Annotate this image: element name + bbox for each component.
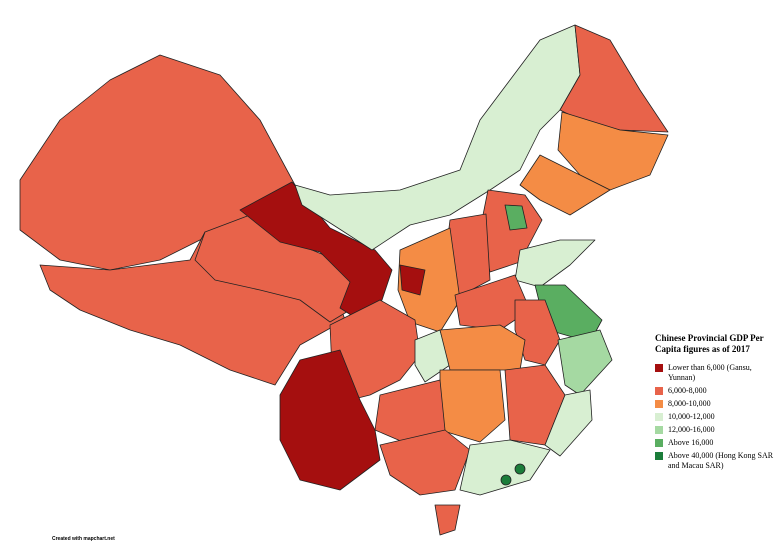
jilin [557,111,669,191]
legend-item: 8,000-10,000 [655,399,775,409]
macau [500,474,512,486]
yunnan [279,349,381,491]
hong-kong [514,463,526,475]
legend: Chinese Provincial GDP Per Capita figure… [655,333,775,474]
legend-swatch [655,399,663,408]
legend-swatch [655,386,663,395]
legend-item: 6,000-8,000 [655,386,775,396]
legend-item: Above 40,000 (Hong Kong SAR and Macau SA… [655,451,775,471]
legend-item: 10,000-12,000 [655,412,775,422]
legend-title: Chinese Provincial GDP Per Capita figure… [655,333,764,354]
hainan [434,504,461,536]
legend-item: Above 16,000 [655,438,775,448]
legend-label: Above 40,000 (Hong Kong SAR and Macau SA… [668,450,774,470]
legend-label: Above 16,000 [668,437,714,447]
zhejiang [557,329,613,396]
chongqing [414,329,451,383]
beijing [504,204,528,231]
guangdong [459,439,551,496]
legend-label: 12,000-16,000 [668,424,715,434]
legend-swatch [655,425,663,434]
legend-item: 12,000-16,000 [655,425,775,435]
guangxi [379,429,471,496]
credit: Created with mapchart.net [52,536,115,542]
hunan [439,369,506,443]
legend-items: Lower than 6,000 (Gansu, Yunnan) 6,000-8,… [655,363,775,471]
liaoning [519,154,611,216]
legend-label: Lower than 6,000 (Gansu, Yunnan) [668,362,752,382]
legend-label: 10,000-12,000 [668,411,715,421]
legend-swatch [655,412,663,421]
ningxia [399,264,426,296]
legend-swatch [655,438,663,447]
legend-item: Lower than 6,000 (Gansu, Yunnan) [655,363,775,383]
legend-swatch [655,363,663,372]
legend-label: 6,000-8,000 [668,385,707,395]
fujian [544,389,593,457]
legend-swatch [655,451,663,460]
legend-label: 8,000-10,000 [668,398,711,408]
hubei [439,324,526,371]
